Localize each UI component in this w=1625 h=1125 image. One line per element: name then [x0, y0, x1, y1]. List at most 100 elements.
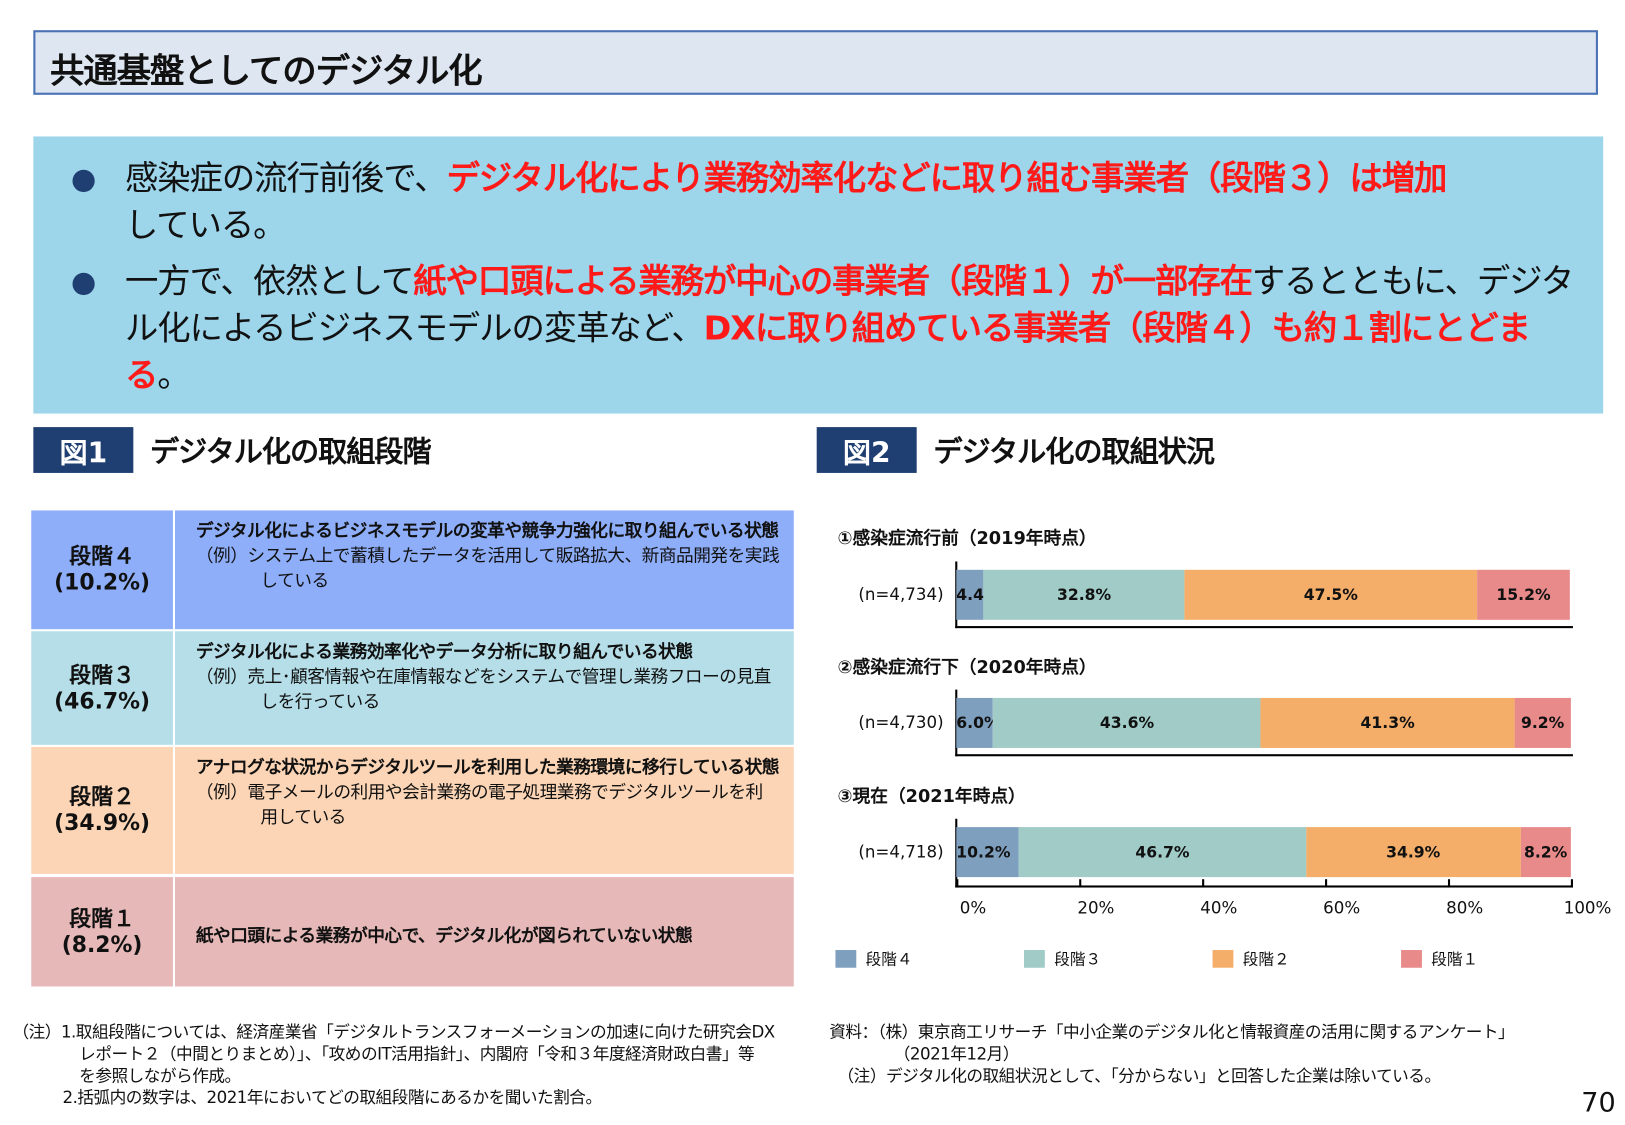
- legend-swatch: [1023, 950, 1045, 968]
- y-axis-line: [955, 818, 957, 888]
- stage-name-cell: 段階３ (46.7%): [31, 631, 176, 745]
- legend-label: 段階２: [1242, 950, 1290, 969]
- sample-size-label: (n=4,734): [858, 584, 944, 605]
- note-line: レポート２（中間とりまとめ）」、「攻めのIT活用指針」、内閣府「令和３年度経済財…: [79, 1043, 755, 1064]
- stage-description-cell: 紙や口頭による業務が中心で、デジタル化が図られていない状態: [175, 877, 794, 986]
- stage-description: デジタル化による業務効率化やデータ分析に取り組んでいる状態: [195, 641, 693, 663]
- bar-segment: 6.0%: [956, 697, 1000, 748]
- data-label: 34.9%: [1386, 842, 1441, 862]
- x-axis-line: [955, 885, 1573, 888]
- fig1-tag: 図1: [33, 427, 134, 473]
- bar-segment: 43.6%: [993, 697, 1261, 748]
- highlight-text: 紙や口頭による業務が中心の事業者（段階１）が一部存在: [413, 261, 1253, 302]
- note-line: 2.括弧内の数字は、2021年においてどの取組段階にあるかを聞いた割合。: [62, 1087, 603, 1108]
- text: するとともに、デジタル化によるビジネスモデルの変革など、: [125, 261, 1574, 348]
- stage-row: 段階１ (8.2%) 紙や口頭による業務が中心で、デジタル化が図られていない状態: [31, 877, 794, 987]
- bullet-dot-icon: ●: [70, 161, 97, 196]
- bar-segment: 34.9%: [1305, 827, 1521, 878]
- stage-percent: (34.9%): [54, 810, 151, 836]
- stage-percent: (46.7%): [54, 688, 151, 714]
- summary-banner: ● 感染症の流行前後で、デジタル化により業務効率化などに取り組む事業者（段階３）…: [33, 136, 1604, 414]
- stage-name-cell: 段階１ (8.2%): [31, 877, 176, 987]
- legend-item: 段階４: [835, 948, 913, 970]
- note-line: を参照しながら作成。: [79, 1065, 241, 1086]
- stage-name: 段階２: [69, 784, 135, 810]
- data-label: 10.2%: [956, 842, 1011, 862]
- legend-swatch: [1212, 950, 1234, 968]
- page-number: 70: [1581, 1087, 1616, 1119]
- stage-example: （例）電子メールの利用や会計業務の電子処理業務でデジタルツールを利用している: [195, 782, 763, 829]
- stage-row: 段階３ (46.7%) デジタル化による業務効率化やデータ分析に取り組んでいる状態…: [31, 631, 794, 745]
- stage-row: 段階４ (10.2%) デジタル化によるビジネスモデルの変革や競争力強化に取り組ん…: [31, 510, 794, 630]
- bar-segment: 41.3%: [1260, 697, 1515, 748]
- stage-description: デジタル化によるビジネスモデルの変革や競争力強化に取り組んでいる状態: [195, 520, 779, 542]
- x-tick-label: 80%: [1446, 897, 1484, 918]
- data-label: 43.6%: [1099, 713, 1155, 733]
- data-label: 15.2%: [1496, 585, 1551, 605]
- bar-segment: 4.4%: [956, 569, 1000, 620]
- bar-segment: 9.2%: [1514, 697, 1571, 748]
- title-box: 共通基盤としてのデジタル化: [33, 30, 1598, 95]
- stage-name: 段階４: [69, 543, 135, 569]
- stage-example: （例）売上･顧客情報や在庫情報などをシステムで管理し業務フローの見直しを行ってい…: [195, 666, 772, 713]
- y-axis-line: [955, 689, 957, 757]
- data-label: 9.2%: [1520, 713, 1565, 733]
- note-line: （注）デジタル化の取組状況として、「分からない」と回答した企業は除いている。: [837, 1065, 1442, 1086]
- bar-segment: 46.7%: [1018, 827, 1306, 878]
- bar-segment: 47.5%: [1184, 569, 1477, 620]
- notes-right: 資料：（株）東京商工リサーチ「中小企業のデジタル化と情報資産の活用に関するアンケ…: [829, 1021, 1514, 1087]
- x-tick: [1325, 879, 1327, 888]
- notes-left: （注）1.取組段階については、経済産業省「デジタルトランスフォーメーションの加速…: [12, 1021, 776, 1109]
- legend-swatch: [1401, 950, 1422, 968]
- stacked-bar: 6.0% 43.6% 41.3% 9.2%: [956, 697, 1571, 748]
- legend-label: 段階３: [1054, 950, 1102, 969]
- fig2-heading: 図2 デジタル化の取組状況: [816, 427, 1215, 473]
- data-label: 41.3%: [1360, 713, 1415, 733]
- stacked-bar: 4.4% 32.8% 47.5% 15.2%: [956, 569, 1571, 620]
- fig2-tag: 図2: [816, 427, 917, 473]
- stage-name: 段階３: [69, 662, 135, 688]
- highlight-text: デジタル化により業務効率化などに取り組む事業者（段階３）は増加: [446, 158, 1448, 198]
- stage-example: （例）システム上で蓄積したデータを活用して販路拡大、新商品開発を実践している: [195, 545, 780, 592]
- stage-name-cell: 段階４ (10.2%): [31, 510, 176, 630]
- legend-label: 段階４: [865, 950, 913, 969]
- stage-description-cell: デジタル化による業務効率化やデータ分析に取り組んでいる状態 （例）売上･顧客情報や…: [175, 631, 794, 745]
- note-line: （注）1.取組段階については、経済産業省「デジタルトランスフォーメーションの加速…: [12, 1021, 776, 1042]
- data-label: 32.8%: [1057, 585, 1112, 605]
- bar-segment: 15.2%: [1476, 569, 1571, 620]
- text: している。: [125, 205, 287, 245]
- stacked-bar: 10.2% 46.7% 34.9% 8.2%: [956, 827, 1571, 878]
- data-label: 6.0%: [956, 713, 1000, 733]
- legend-item: 段階２: [1212, 948, 1290, 970]
- fig1-heading: 図1 デジタル化の取組段階: [33, 427, 432, 473]
- stage-percent: (8.2%): [61, 931, 143, 957]
- text: 感染症の流行前後で、: [125, 158, 448, 198]
- legend-swatch: [835, 950, 857, 968]
- x-tick-label: 0%: [959, 897, 987, 918]
- text: 。: [157, 355, 190, 395]
- x-tick: [956, 879, 958, 888]
- axis-line: [955, 754, 1573, 756]
- bullet-dot-icon: ●: [70, 264, 97, 299]
- stage-row: 段階２ (34.9%) アナログな状況からデジタルツールを利用した業務環境に移行し…: [31, 746, 794, 874]
- fig2-title: デジタル化の取組状況: [933, 434, 1215, 469]
- bar-segment: 32.8%: [983, 569, 1185, 620]
- group-title: ②感染症流行下（2020年時点）: [837, 657, 1097, 679]
- x-tick-label: 100%: [1563, 897, 1612, 918]
- legend-item: 段階１: [1401, 948, 1478, 970]
- data-label: 46.7%: [1135, 842, 1190, 862]
- page-title: 共通基盤としてのデジタル化: [50, 50, 483, 91]
- note-line: 資料：（株）東京商工リサーチ「中小企業のデジタル化と情報資産の活用に関するアンケ…: [829, 1021, 1515, 1042]
- stage-name: 段階１: [69, 905, 135, 931]
- fig1-title: デジタル化の取組段階: [150, 434, 432, 469]
- x-tick: [1447, 879, 1450, 888]
- x-tick-label: 60%: [1323, 897, 1361, 918]
- sample-size-label: (n=4,718): [858, 841, 944, 862]
- data-label: 47.5%: [1303, 585, 1358, 605]
- x-tick-label: 40%: [1200, 897, 1238, 918]
- stage-name-cell: 段階２ (34.9%): [31, 746, 176, 874]
- legend-label: 段階１: [1431, 950, 1479, 969]
- stage-percent: (10.2%): [54, 569, 151, 595]
- bar-segment: 10.2%: [956, 827, 1019, 878]
- note-line: （2021年12月）: [893, 1043, 1020, 1064]
